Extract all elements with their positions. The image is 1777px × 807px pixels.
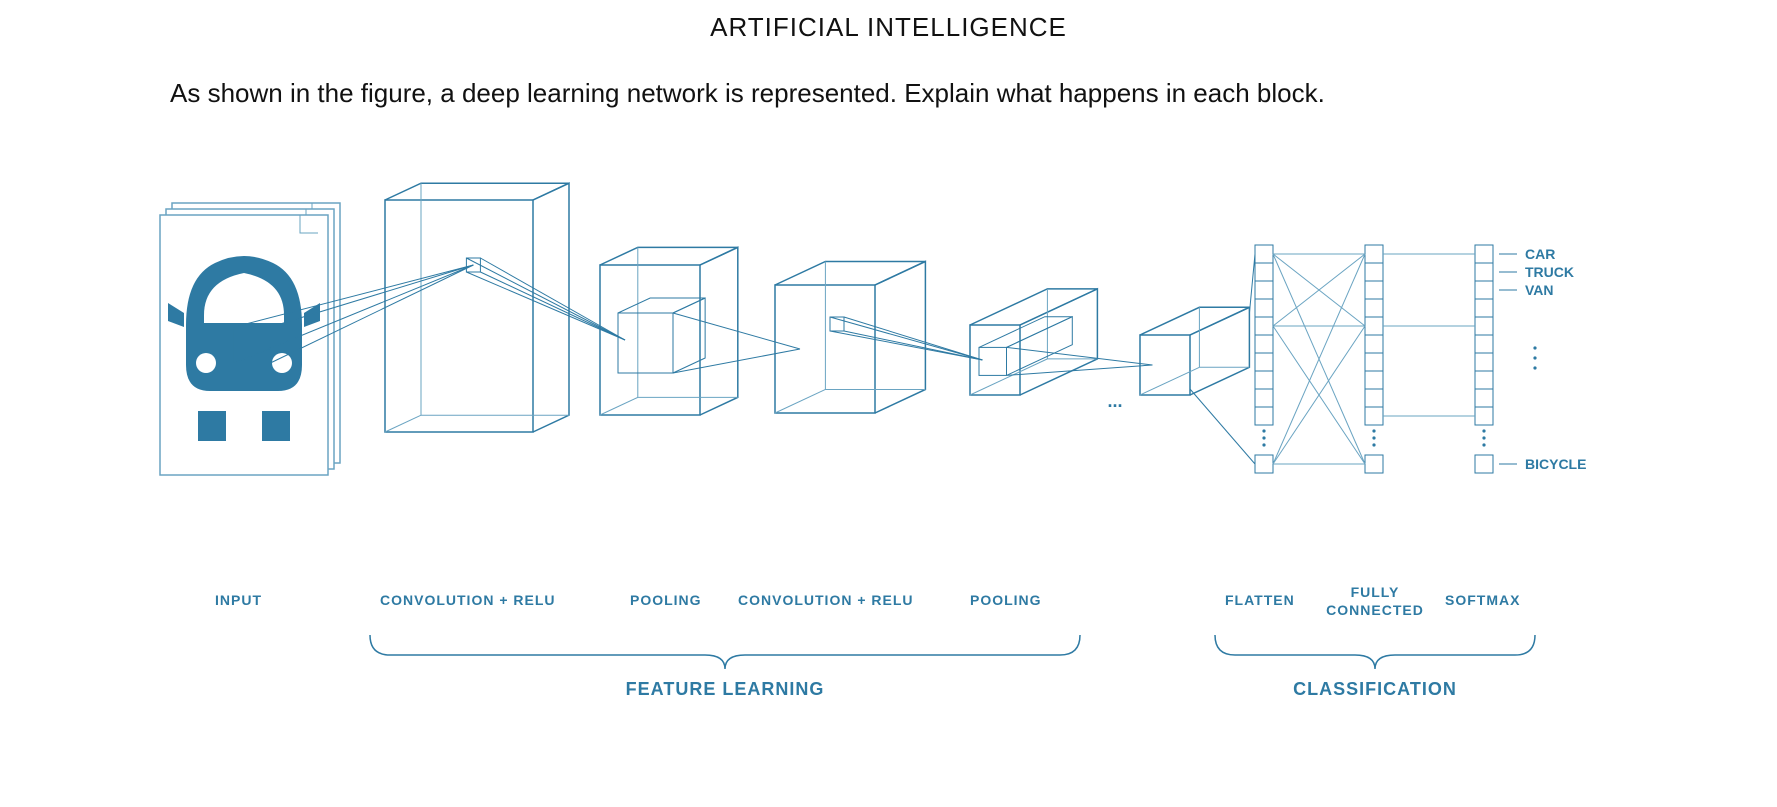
- svg-text:CONNECTED: CONNECTED: [1326, 602, 1424, 618]
- svg-text:CONVOLUTION + RELU: CONVOLUTION + RELU: [380, 592, 556, 608]
- svg-text:POOLING: POOLING: [630, 592, 702, 608]
- question-text: As shown in the figure, a deep learning …: [170, 74, 1410, 112]
- svg-text:INPUT: INPUT: [215, 592, 262, 608]
- svg-text:CAR: CAR: [1525, 246, 1555, 262]
- svg-text:VAN: VAN: [1525, 282, 1554, 298]
- svg-text:FULLY: FULLY: [1351, 584, 1400, 600]
- svg-text:SOFTMAX: SOFTMAX: [1445, 592, 1520, 608]
- svg-text:POOLING: POOLING: [970, 592, 1042, 608]
- svg-text:...: ...: [1107, 391, 1122, 411]
- svg-text:CLASSIFICATION: CLASSIFICATION: [1293, 679, 1457, 699]
- page-title: ARTIFICIAL INTELLIGENCE: [0, 12, 1777, 43]
- page-root: ARTIFICIAL INTELLIGENCE As shown in the …: [0, 0, 1777, 807]
- svg-text:TRUCK: TRUCK: [1525, 264, 1574, 280]
- cnn-diagram: ... CAR TRUCK VAN BICYCLE INPUT CONVOLUTION + …: [140, 175, 1600, 745]
- svg-text:FLATTEN: FLATTEN: [1225, 592, 1295, 608]
- svg-text:FEATURE LEARNING: FEATURE LEARNING: [626, 679, 825, 699]
- svg-text:BICYCLE: BICYCLE: [1525, 456, 1586, 472]
- svg-text:CONVOLUTION + RELU: CONVOLUTION + RELU: [738, 592, 914, 608]
